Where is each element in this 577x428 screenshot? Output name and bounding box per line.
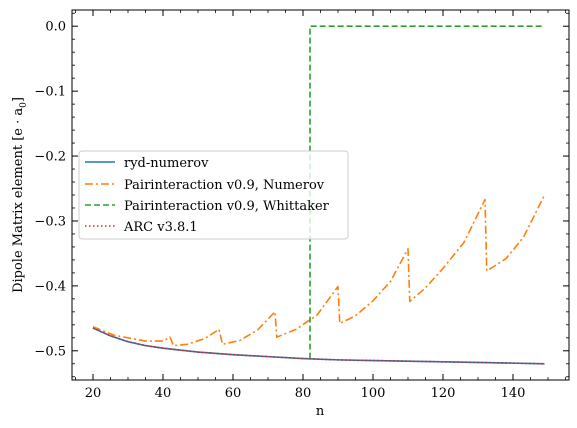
series-line-3 <box>92 327 545 365</box>
ticks-layer: 20 40 60 80 100 120 140 0.0 −0.1 −0.2 −0.3 −0.4 −0.5 <box>34 10 569 401</box>
legend-box <box>78 150 349 240</box>
legend-label-pairinteraction-numerov: Pairinteraction v0.9, Numerov <box>124 178 325 193</box>
x-tick-label: 100 <box>361 386 386 401</box>
legend: ryd-numerov Pairinteraction v0.9, Numero… <box>78 150 349 240</box>
x-tick-label: 20 <box>85 386 102 401</box>
x-tick-label: 40 <box>155 386 172 401</box>
legend-label-pairinteraction-whittaker: Pairinteraction v0.9, Whittaker <box>124 199 330 214</box>
legend-label-ryd-numerov: ryd-numerov <box>124 156 209 171</box>
x-tick-label: 80 <box>295 386 312 401</box>
plot-frame <box>71 9 570 381</box>
y-tick-label: −0.1 <box>34 85 66 100</box>
y-tick-label: 0.0 <box>45 20 66 35</box>
x-tick-label: 120 <box>431 386 456 401</box>
y-tick-label: −0.4 <box>34 279 66 294</box>
y-axis-label: Dipole Matrix element [e · a0] <box>11 97 29 293</box>
x-tick-label: 60 <box>225 386 242 401</box>
series-line-1 <box>92 194 546 347</box>
y-tick-label: −0.2 <box>34 150 66 165</box>
x-tick-label: 140 <box>501 386 526 401</box>
y-tick-label: −0.5 <box>34 344 66 359</box>
legend-label-arc: ARC v3.8.1 <box>123 220 198 235</box>
y-tick-label: −0.3 <box>34 214 66 229</box>
x-axis-label: n <box>316 404 325 419</box>
